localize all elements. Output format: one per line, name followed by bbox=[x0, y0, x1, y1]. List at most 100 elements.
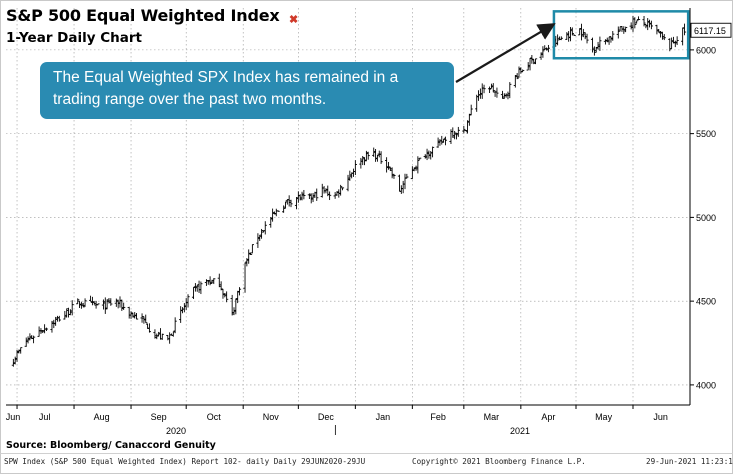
ohlc-bar bbox=[157, 331, 161, 337]
ohlc-bar bbox=[622, 26, 626, 34]
ohlc-bar bbox=[451, 127, 455, 138]
ohlc-bar bbox=[361, 155, 365, 166]
y-tick-label: 4500 bbox=[696, 297, 716, 307]
ohlc-bar bbox=[127, 306, 131, 319]
ohlc-bar bbox=[131, 312, 135, 318]
ohlc-bar bbox=[43, 324, 47, 334]
ohlc-bar bbox=[258, 234, 262, 241]
ohlc-bar bbox=[311, 193, 315, 203]
ohlc-bar bbox=[425, 148, 429, 161]
ohlc-bar bbox=[31, 335, 36, 344]
ohlc-bar bbox=[340, 187, 345, 191]
x-tick-label: May bbox=[595, 412, 613, 422]
ohlc-bar bbox=[475, 94, 479, 112]
last-value-label: 6117.15 bbox=[694, 26, 726, 36]
ohlc-bar bbox=[256, 233, 260, 248]
ohlc-bar bbox=[70, 300, 74, 316]
ohlc-bar bbox=[55, 315, 60, 322]
ohlc-bar bbox=[339, 184, 343, 196]
ohlc-bar bbox=[454, 132, 459, 140]
year-label: 2021 bbox=[510, 426, 530, 436]
ohlc-bar bbox=[320, 183, 324, 198]
ohlc-bar bbox=[624, 26, 628, 33]
ohlc-bar bbox=[41, 329, 45, 334]
ohlc-bar bbox=[616, 26, 620, 39]
ohlc-bar bbox=[397, 174, 402, 192]
ohlc-bar bbox=[195, 284, 199, 292]
ohlc-bar bbox=[399, 185, 403, 194]
ohlc-bar bbox=[480, 83, 484, 99]
price-bars bbox=[11, 15, 687, 367]
ohlc-bar bbox=[521, 69, 525, 73]
ohlc-bar bbox=[583, 32, 587, 40]
callout-annotation: The Equal Weighted SPX Index has remaine… bbox=[40, 62, 454, 119]
ohlc-bar bbox=[11, 358, 15, 367]
x-tick-label: Oct bbox=[207, 412, 222, 422]
ohlc-bar bbox=[248, 252, 253, 256]
ohlc-bar bbox=[605, 37, 609, 43]
ohlc-bar bbox=[206, 279, 210, 285]
ohlc-bar bbox=[212, 278, 216, 285]
ohlc-bar bbox=[184, 298, 188, 311]
ohlc-bar bbox=[134, 313, 139, 320]
ohlc-bar bbox=[644, 23, 648, 29]
ohlc-bar bbox=[88, 295, 93, 302]
ohlc-bar bbox=[142, 316, 146, 324]
ohlc-bar bbox=[193, 283, 197, 292]
x-tick-label: Sep bbox=[151, 412, 167, 422]
footer-divider bbox=[0, 453, 733, 454]
ohlc-bar bbox=[364, 150, 368, 162]
ohlc-bar bbox=[223, 293, 227, 298]
ohlc-bar bbox=[353, 160, 357, 176]
ohlc-bar bbox=[24, 337, 28, 347]
ohlc-bar bbox=[375, 154, 380, 162]
ohlc-bar bbox=[309, 193, 313, 204]
ohlc-bar bbox=[13, 356, 17, 365]
ohlc-bar bbox=[530, 55, 534, 64]
ohlc-bar bbox=[289, 199, 293, 208]
footer-report-info: SPW Index (S&P 500 Equal Weighted Index)… bbox=[4, 457, 366, 466]
ohlc-bar bbox=[271, 208, 275, 222]
ohlc-bar bbox=[581, 28, 585, 38]
ohlc-bar bbox=[647, 19, 652, 28]
ohlc-bar bbox=[269, 217, 273, 228]
ohlc-bar bbox=[52, 319, 56, 329]
ohlc-bar bbox=[204, 279, 209, 286]
ohlc-bar bbox=[607, 36, 611, 45]
ohlc-bar bbox=[247, 249, 251, 264]
ohlc-bar bbox=[403, 173, 407, 190]
ohlc-bar bbox=[642, 15, 646, 27]
ohlc-bar bbox=[506, 91, 510, 100]
ohlc-bar bbox=[603, 39, 608, 45]
ohlc-bar bbox=[489, 83, 494, 89]
footer-copyright: Copyright© 2021 Bloomberg Finance L.P. bbox=[412, 457, 586, 466]
ohlc-bar bbox=[453, 130, 457, 140]
ohlc-bar bbox=[76, 298, 80, 305]
x-tick-label: Aug bbox=[94, 412, 110, 422]
ohlc-bar bbox=[328, 191, 332, 201]
ohlc-bar bbox=[578, 28, 582, 36]
ohlc-bar bbox=[259, 228, 264, 239]
ohlc-bar bbox=[517, 66, 521, 78]
ohlc-bar bbox=[147, 323, 152, 333]
ohlc-bar bbox=[287, 195, 291, 207]
ohlc-bar bbox=[570, 27, 574, 36]
callout-arrow bbox=[455, 23, 556, 83]
ohlc-bar bbox=[478, 88, 482, 99]
ohlc-bar bbox=[63, 310, 67, 320]
ohlc-bar bbox=[372, 147, 376, 157]
ohlc-bar bbox=[245, 258, 249, 267]
ohlc-bar bbox=[322, 186, 326, 194]
ohlc-bar bbox=[225, 291, 229, 303]
source-note: Source: Bloomberg/ Canaccord Genuity bbox=[6, 440, 216, 451]
ohlc-bar bbox=[532, 59, 536, 65]
ohlc-bar bbox=[272, 211, 277, 215]
ohlc-bar bbox=[388, 166, 392, 171]
ohlc-bar bbox=[405, 173, 409, 179]
ohlc-bar bbox=[508, 82, 512, 99]
ohlc-bar bbox=[15, 349, 19, 362]
ohlc-bar bbox=[379, 151, 383, 164]
ohlc-bar bbox=[210, 279, 214, 284]
ohlc-bar bbox=[140, 313, 144, 323]
ohlc-bar bbox=[436, 137, 440, 148]
